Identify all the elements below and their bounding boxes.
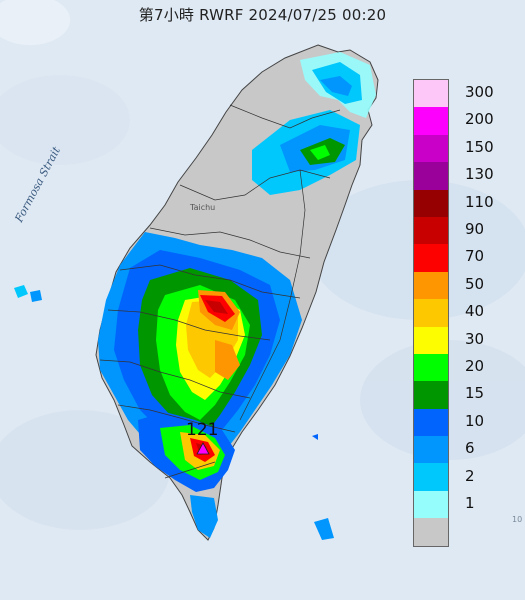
legend-label: 40: [465, 302, 485, 321]
legend-swatch: [414, 216, 448, 245]
rainfall-legend: [413, 79, 449, 547]
legend-swatch: [414, 271, 448, 300]
legend-swatch: [414, 162, 448, 190]
county-boundaries: [99, 104, 341, 479]
legend-swatch: [414, 463, 448, 491]
legend-label: 110: [465, 192, 494, 211]
legend-label: 90: [465, 220, 485, 238]
legend-label: 70: [465, 247, 485, 266]
legend-swatch: [414, 436, 448, 464]
legend-swatch: [414, 80, 448, 108]
legend-swatch: [414, 381, 448, 409]
legend-swatch: [414, 353, 448, 382]
legend-swatch: [414, 408, 448, 437]
max-rainfall-triangle-icon: [196, 442, 210, 455]
legend-label: 20: [465, 357, 485, 375]
map-title: 第7小時 RWRF 2024/07/25 00:20: [138, 6, 387, 24]
legend-label: 6: [465, 439, 475, 458]
legend-swatch: [414, 134, 448, 163]
legend-label: 15: [465, 384, 485, 403]
rainfall-overlay: [14, 52, 376, 540]
legend-swatch: [414, 244, 448, 272]
legend-label: 130: [465, 165, 494, 184]
legend-swatch: [414, 518, 448, 546]
legend-label: 2: [465, 466, 475, 485]
legend-label: 150: [465, 137, 494, 156]
legend-swatch: [414, 107, 448, 135]
legend-swatch: [414, 326, 448, 354]
legend-label: 1: [465, 494, 475, 512]
legend-swatch: [414, 299, 448, 327]
legend-label: 300: [465, 83, 494, 101]
legend-swatch: [414, 490, 448, 519]
legend-label: 10: [465, 411, 485, 430]
legend-label: 30: [465, 329, 485, 348]
legend-swatch: [414, 189, 448, 217]
max-rainfall-value: 121: [186, 420, 219, 440]
legend-label: 200: [465, 110, 494, 129]
corner-label: 10: [512, 515, 523, 524]
city-label: Taichu: [190, 203, 216, 212]
legend-label: 50: [465, 274, 485, 293]
